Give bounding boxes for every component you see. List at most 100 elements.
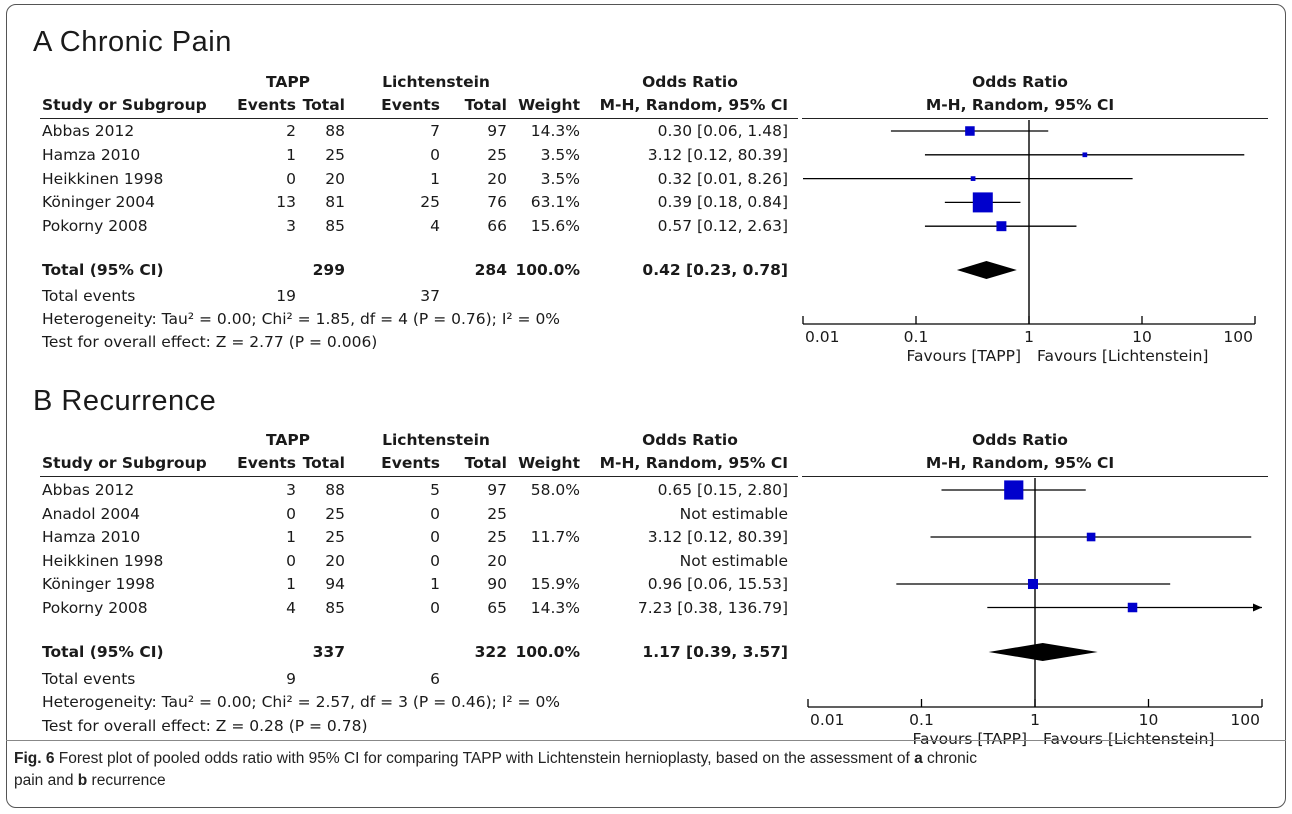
panel-b-header-total2: Total: [464, 454, 507, 472]
ci-arrow: [1253, 603, 1262, 612]
row-ci: 0.65 [0.15, 2.80]: [657, 481, 788, 499]
panel-a-events-e1: 19: [276, 287, 296, 305]
panel-a-title: A Chronic Pain: [33, 26, 232, 58]
panel-a-plot-title: Odds Ratio: [972, 73, 1068, 91]
row-e1: 1: [286, 575, 296, 593]
panel-a-total-weight: 100.0%: [515, 261, 580, 279]
panel-a-header-events1: Events: [237, 96, 296, 114]
study-marker: [970, 176, 976, 181]
row-study: Abbas 2012: [42, 481, 135, 499]
row-e2: 4: [430, 217, 440, 236]
row-t1: 25: [325, 528, 345, 546]
panel-a-heterogeneity: Heterogeneity: Tau² = 0.00; Chi² = 1.85,…: [42, 310, 561, 328]
row-e1: 1: [286, 145, 296, 164]
row-weight: 3.5%: [540, 145, 580, 164]
row-e2: 1: [430, 169, 440, 188]
x-tick-label: 10: [1139, 711, 1159, 729]
row-t1: 88: [325, 122, 345, 140]
row-t1: 85: [325, 598, 345, 617]
panel-b-forest-plot: 0.01 0.1 1 10 100 Favours [TAPP] Favours [Lich…: [807, 478, 1263, 748]
row-t1: 85: [325, 217, 345, 236]
favours-right-label: Favours [Lichtenstein]: [1037, 347, 1208, 365]
caption-fig-label: Fig. 6: [14, 750, 55, 767]
panel-b-total-ci: 1.17 [0.39, 3.57]: [642, 643, 788, 661]
study-marker: [1004, 480, 1024, 500]
panel-a-header-total1: Total: [302, 96, 345, 114]
caption-text-4: recurrence: [87, 772, 166, 789]
row-e2: 25: [420, 193, 440, 212]
panel-a-total-t1: 299: [312, 261, 345, 279]
row-weight: 15.9%: [530, 575, 580, 593]
row-weight: 14.3%: [530, 598, 580, 617]
study-marker: [1086, 532, 1096, 542]
panel-a-total-label: Total (95% CI): [42, 261, 164, 279]
row-t2: 25: [487, 504, 507, 523]
panel-b-plot-rule: [802, 476, 1268, 477]
x-tick-label: 0.1: [909, 711, 934, 729]
caption-divider: [6, 740, 1286, 741]
study-marker: [996, 221, 1007, 232]
row-t2: 97: [487, 481, 507, 499]
row-ci: 3.12 [0.12, 80.39]: [647, 528, 788, 546]
row-ci: Not estimable: [679, 504, 788, 523]
row-ci: 0.39 [0.18, 0.84]: [657, 193, 788, 212]
row-ci: 0.30 [0.06, 1.48]: [657, 122, 788, 140]
panel-a-total-ci: 0.42 [0.23, 0.78]: [642, 261, 788, 279]
x-tick-label: 100: [1223, 328, 1253, 346]
row-e2: 5: [430, 481, 440, 499]
caption-bold-a: a: [914, 750, 923, 767]
favours-left-label: Favours [TAPP]: [906, 347, 1021, 365]
panel-a-total-t2: 284: [474, 261, 507, 279]
panel-b-total-weight: 100.0%: [515, 643, 580, 661]
figure-frame: [6, 4, 1286, 808]
panel-b-total-label: Total (95% CI): [42, 643, 164, 661]
panel-b-header-method: M-H, Random, 95% CI: [599, 454, 788, 472]
row-e1: 3: [286, 481, 296, 499]
panel-b-header-group2: Lichtenstein: [382, 431, 490, 449]
row-e2: 0: [430, 598, 440, 617]
panel-a-header-group2: Lichtenstein: [382, 73, 490, 91]
row-weight: 14.3%: [530, 122, 580, 140]
panel-a-events-e2: 37: [420, 287, 440, 305]
row-t1: 25: [325, 145, 345, 164]
row-e2: 7: [430, 122, 440, 140]
x-tick-label: 10: [1132, 328, 1152, 346]
row-ci: Not estimable: [679, 551, 788, 570]
panel-b-title: B Recurrence: [33, 385, 217, 417]
row-t2: 25: [487, 145, 507, 164]
panel-b-header-events1: Events: [237, 454, 296, 472]
caption-bold-b: b: [77, 772, 88, 789]
row-e1: 0: [286, 169, 296, 188]
row-study: Hamza 2010: [42, 145, 141, 164]
row-t2: 76: [487, 193, 507, 212]
panel-a-forest-plot: 0.01 0.1 1 10 100 Favours [TAPP] Favours [Lich…: [802, 120, 1256, 365]
row-e2: 0: [430, 145, 440, 164]
row-t1: 88: [325, 481, 345, 499]
row-e1: 4: [286, 598, 296, 617]
row-t2: 25: [487, 528, 507, 546]
panel-a-header-group1: TAPP: [265, 73, 311, 91]
row-e1: 1: [286, 528, 296, 546]
row-study: Köninger 1998: [42, 575, 155, 593]
row-weight: 11.7%: [530, 528, 580, 546]
row-weight: 58.0%: [530, 481, 580, 499]
caption-text-1: Forest plot of pooled odds ratio with 95…: [54, 750, 915, 767]
panel-b-header-total1: Total: [302, 454, 345, 472]
row-e1: 13: [276, 193, 296, 212]
figure-caption: Fig. 6 Forest plot of pooled odds ratio …: [14, 748, 977, 792]
row-study: Heikkinen 1998: [42, 551, 164, 570]
row-e2: 0: [430, 528, 440, 546]
panel-a-header-weight: Weight: [518, 96, 580, 114]
row-weight: 63.1%: [530, 193, 580, 212]
x-tick-label: 0.01: [805, 328, 840, 346]
panel-b-events-e2: 6: [430, 670, 440, 688]
row-study: Köninger 2004: [42, 193, 155, 212]
panel-b-overall-effect: Test for overall effect: Z = 0.28 (P = 0…: [42, 717, 368, 735]
study-marker: [965, 126, 975, 136]
row-weight: 3.5%: [540, 169, 580, 188]
x-tick-label: 0.01: [810, 711, 845, 729]
panel-b-header-group1: TAPP: [265, 431, 311, 449]
row-study: Anadol 2004: [42, 504, 140, 523]
row-t2: 90: [487, 575, 507, 593]
study-marker: [1027, 578, 1039, 590]
